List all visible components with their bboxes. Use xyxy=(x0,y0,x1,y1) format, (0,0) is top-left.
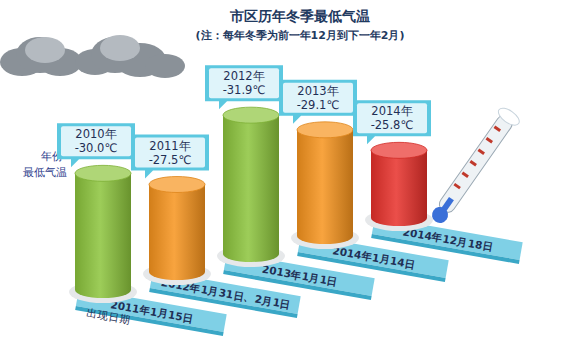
bar xyxy=(371,150,427,226)
bar-top xyxy=(223,107,279,123)
category-label: 2014年 xyxy=(371,104,412,118)
thermo-tick xyxy=(453,183,460,189)
chart: 市区历年冬季最低气温(注：每年冬季为前一年12月到下一年2月)年份最低气温201… xyxy=(0,0,563,351)
value-caption: 最低气温 xyxy=(23,166,67,179)
bar xyxy=(149,185,205,281)
bar-top xyxy=(297,122,353,138)
thermo-tick xyxy=(478,148,485,154)
date-label: 2014年1月14日 xyxy=(332,244,417,270)
box-bg xyxy=(279,80,357,124)
thermo-tick xyxy=(486,137,493,143)
box-inner xyxy=(135,138,205,168)
value-box: 2013年-29.1℃ xyxy=(279,80,357,124)
subtitle: (注：每年冬季为前一年12月到下一年2月) xyxy=(195,29,404,42)
date-caption: 出现日期 xyxy=(86,306,131,325)
labels: 2010年-30.0℃2011年-27.5℃2012年-31.9℃2013年-2… xyxy=(57,65,431,178)
box-inner xyxy=(357,103,427,133)
thermo-bulb xyxy=(429,204,451,226)
value-box: 2012年-31.9℃ xyxy=(205,65,283,109)
bar xyxy=(223,115,279,262)
thermo-tick xyxy=(494,126,501,132)
box-bg xyxy=(205,65,283,109)
thermo-tube xyxy=(436,112,515,215)
value-label: -25.8℃ xyxy=(371,118,414,132)
box-bg xyxy=(57,123,135,167)
cloud xyxy=(100,35,140,61)
box-inner xyxy=(61,126,131,156)
bar xyxy=(75,173,131,298)
thermo-tick xyxy=(461,171,468,177)
thermo-snow xyxy=(496,105,523,129)
bar xyxy=(297,130,353,244)
clouds xyxy=(0,35,185,78)
category-label: 2010年 xyxy=(75,127,116,141)
value-label: -31.9℃ xyxy=(223,83,266,97)
cloud xyxy=(145,54,185,78)
cloud xyxy=(25,37,65,63)
value-box: 2014年-25.8℃ xyxy=(353,100,431,144)
box-inner xyxy=(283,83,353,113)
value-box: 2010年-30.0℃ xyxy=(57,123,135,167)
bar-top xyxy=(149,177,205,193)
date-label: 2013年1月1日 xyxy=(261,263,339,288)
title: 市区历年冬季最低气温 xyxy=(229,8,370,24)
value-label: -27.5℃ xyxy=(149,153,192,167)
category-label: 2011年 xyxy=(149,139,190,153)
bar-top xyxy=(371,142,427,158)
value-label: -30.0℃ xyxy=(75,141,118,155)
box-inner xyxy=(209,68,279,98)
category-label: 2012年 xyxy=(223,69,264,83)
box-bg xyxy=(131,135,209,179)
thermometer xyxy=(426,105,523,229)
box-bg xyxy=(353,100,431,144)
category-label: 2013年 xyxy=(297,84,338,98)
thermo-tick xyxy=(469,160,476,166)
date-label: 2014年12月18日 xyxy=(402,225,494,253)
bar-top xyxy=(75,165,131,181)
value-box: 2011年-27.5℃ xyxy=(131,135,209,179)
value-label: -29.1℃ xyxy=(297,98,340,112)
